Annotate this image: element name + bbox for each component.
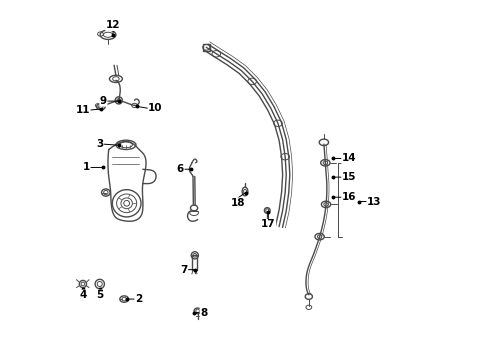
Text: 11: 11 [75,105,90,115]
Text: 8: 8 [200,308,207,318]
Bar [192,255,197,270]
Text: 16: 16 [342,192,356,202]
Text: 14: 14 [342,153,356,163]
Text: 9: 9 [100,96,107,106]
Text: 5: 5 [96,290,103,300]
Text: 4: 4 [79,290,87,300]
Text: 15: 15 [342,172,356,182]
Bar [203,44,210,51]
Text: 18: 18 [231,198,245,208]
Text: 6: 6 [177,164,184,174]
Text: 1: 1 [83,162,90,172]
Text: 7: 7 [180,265,188,275]
Text: 2: 2 [135,294,142,304]
Text: 12: 12 [106,21,120,30]
Text: 10: 10 [148,103,163,113]
Text: 13: 13 [367,197,381,207]
Text: 3: 3 [96,139,103,149]
Text: 17: 17 [261,220,275,229]
